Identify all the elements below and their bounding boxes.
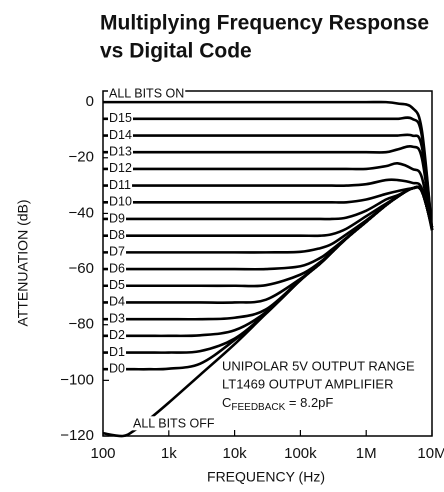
- y-tick-label: −100: [60, 371, 94, 388]
- label-bg: [108, 177, 133, 192]
- label-bg: [108, 211, 127, 226]
- label-bg: [108, 194, 133, 209]
- label-bg: [108, 328, 127, 343]
- series-line: [103, 100, 434, 231]
- series-label: ALL BITS ON: [109, 86, 184, 100]
- series-label: D15: [109, 111, 132, 125]
- series-line: [103, 186, 434, 228]
- x-tick-label: 10k: [223, 445, 248, 462]
- chart-title: Multiplying Frequency Response: [100, 12, 429, 35]
- series-label: D2: [109, 328, 125, 342]
- series-label: D1: [109, 345, 125, 359]
- y-tick-label: −40: [69, 204, 94, 221]
- series-label: D13: [109, 145, 132, 159]
- series-line: [103, 178, 434, 231]
- label-bg: [108, 111, 133, 126]
- y-tick-label: −60: [69, 260, 94, 277]
- label-bg: [108, 161, 133, 176]
- label-bg: [108, 227, 127, 242]
- label-bg: [108, 311, 127, 326]
- y-tick-label: −20: [69, 149, 94, 166]
- series-label: D12: [109, 161, 132, 175]
- x-tick-label: 100k: [284, 445, 317, 462]
- y-tick-label: 0: [86, 93, 94, 110]
- series-label: D4: [109, 295, 125, 309]
- x-axis-label: FREQUENCY (Hz): [207, 469, 325, 485]
- annotation-part: C: [222, 395, 231, 410]
- annotation-sub: FEEDBACK: [231, 402, 285, 413]
- series-label: D10: [109, 195, 132, 209]
- y-tick-label: −80: [69, 316, 94, 333]
- label-bg: [108, 127, 133, 142]
- series-line: [103, 116, 434, 231]
- annotation-part: = 8.2pF: [285, 395, 333, 410]
- label-bg: [132, 416, 216, 431]
- label-bg: [108, 261, 127, 276]
- series-label: D9: [109, 211, 125, 225]
- series-label: D6: [109, 261, 125, 275]
- y-tick-label: −120: [60, 427, 94, 444]
- series-line: [102, 185, 434, 271]
- series-label: ALL BITS OFF: [133, 416, 215, 430]
- label-bg: [108, 344, 127, 359]
- annotation: CFEEDBACK = 8.2pF: [222, 395, 333, 412]
- label-bg: [108, 294, 127, 309]
- label-bg: [108, 144, 133, 159]
- series-label: D0: [109, 362, 125, 376]
- x-tick-label: 100: [90, 445, 115, 462]
- series-label: D5: [109, 278, 125, 292]
- label-bg: [108, 86, 186, 101]
- annotation: UNIPOLAR 5V OUTPUT RANGE: [222, 358, 415, 373]
- label-bg: [108, 361, 127, 376]
- series-label: D11: [109, 178, 131, 192]
- series-line: [102, 145, 434, 231]
- x-tick-label: 1M: [356, 445, 377, 462]
- label-bg: [108, 278, 127, 293]
- plot-frame: [102, 90, 433, 437]
- x-tick-label: 10M: [417, 445, 444, 462]
- series-line: [103, 133, 434, 231]
- series-label: D7: [109, 245, 125, 259]
- series-line: [102, 185, 434, 371]
- chart-title: vs Digital Code: [100, 40, 252, 63]
- label-bg: [108, 244, 127, 259]
- series-label: D8: [109, 228, 125, 242]
- series-line: [102, 185, 434, 438]
- annotation: LT1469 OUTPUT AMPLIFIER: [222, 376, 393, 391]
- series-label: D14: [109, 128, 132, 142]
- y-axis-label: ATTENUATION (dB): [15, 199, 31, 326]
- x-tick-label: 1k: [161, 445, 177, 462]
- series-line: [103, 161, 434, 231]
- series-label: D3: [109, 311, 125, 325]
